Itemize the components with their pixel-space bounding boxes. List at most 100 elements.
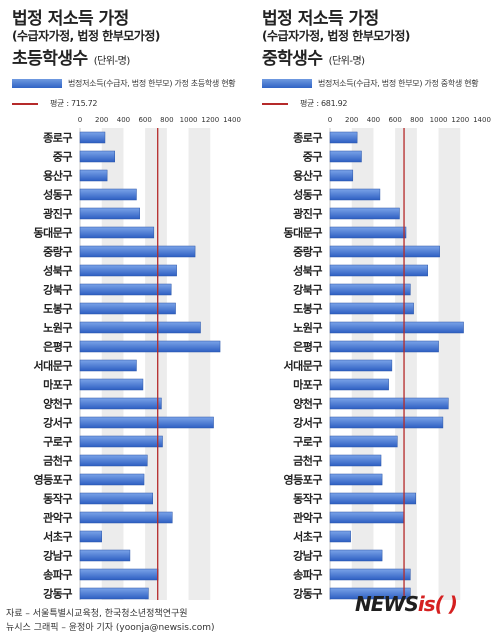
category-label: 강북구	[293, 283, 322, 297]
category-label: 동작구	[43, 492, 72, 506]
category-label: 강서구	[293, 416, 322, 430]
category-label: 영등포구	[284, 474, 323, 487]
grid-band	[145, 128, 167, 600]
category-label: 마포구	[43, 378, 72, 392]
data-bar	[79, 150, 115, 163]
x-tick-label: 0	[78, 116, 82, 124]
data-bar	[79, 283, 172, 296]
category-label: 동대문구	[284, 226, 323, 240]
chart-subtitle: (수급자가정, 법정 한부모가정)	[262, 29, 410, 43]
data-bar	[79, 169, 108, 182]
data-bar	[79, 340, 221, 353]
data-bar	[79, 397, 162, 410]
category-label: 종로구	[43, 132, 72, 145]
source-note: 자료 – 서울특별시교육청, 한국청소년정책연구원	[6, 609, 188, 619]
category-label: 용산구	[293, 169, 322, 183]
data-bar	[329, 264, 428, 277]
x-tick-label: 0	[328, 116, 332, 124]
category-label: 중구	[53, 151, 73, 164]
category-label: 송파구	[43, 568, 72, 582]
category-label: 동작구	[293, 492, 322, 506]
chart-title: 법정 저소득 가정	[262, 9, 379, 29]
category-label: 서대문구	[34, 359, 73, 373]
legend-line-swatch	[262, 102, 288, 105]
data-bar	[79, 549, 131, 562]
data-bar	[329, 416, 444, 429]
x-tick-label: 1200	[451, 116, 469, 124]
category-label: 동대문구	[34, 226, 73, 240]
category-label: 성동구	[43, 188, 72, 202]
data-bar	[329, 378, 389, 391]
category-label: 강동구	[293, 587, 322, 601]
x-tick-label: 600	[388, 116, 401, 124]
data-bar	[79, 302, 176, 315]
legend-line-swatch	[12, 102, 38, 105]
data-bar	[329, 283, 411, 296]
category-label: 마포구	[293, 378, 322, 392]
x-tick-label: 1400	[223, 116, 241, 124]
middle-chart-panel: 법정 저소득 가정 (수급자가정, 법정 한부모가정) 중학생수 (단위-명) 법…	[250, 0, 500, 600]
newsis-logo: NEWSis( )	[355, 592, 458, 616]
data-bar	[79, 321, 201, 334]
category-label: 노원구	[43, 321, 72, 335]
data-bar	[329, 226, 407, 239]
unit-label: (단위-명)	[93, 56, 131, 67]
chart-title-2: 중학생수 (단위-명)	[262, 49, 366, 69]
legend-bar-swatch	[12, 79, 62, 88]
category-label: 양천구	[43, 397, 72, 411]
x-tick-label: 800	[160, 116, 173, 124]
legend-average-entry: 평균 : 715.72	[12, 98, 98, 109]
category-label: 은평구	[43, 340, 72, 354]
data-bar	[79, 245, 196, 258]
category-label: 양천구	[293, 397, 322, 411]
legend-bar-entry: 법정저소득(수급자, 법정 한부모) 가정 초등학생 현황	[12, 78, 236, 89]
data-bar	[329, 131, 358, 144]
category-label: 강남구	[293, 549, 322, 563]
category-label: 구로구	[293, 436, 322, 449]
category-label: 서대문구	[284, 359, 323, 373]
category-label: 중구	[303, 151, 323, 164]
elementary-chart-panel: 법정 저소득 가정 (수급자가정, 법정 한부모가정) 초등학생수 (단위-명) …	[0, 0, 250, 600]
category-label: 종로구	[293, 132, 322, 145]
category-label: 서초구	[43, 530, 72, 544]
legend-bar-swatch	[262, 79, 312, 88]
category-label: 중랑구	[43, 246, 72, 259]
chart-subtitle: (수급자가정, 법정 한부모가정)	[12, 29, 160, 43]
data-bar	[79, 492, 153, 505]
data-bar	[79, 226, 155, 239]
grid-band	[188, 128, 211, 600]
data-bar	[329, 150, 362, 163]
x-tick-label: 200	[345, 116, 358, 124]
category-label: 중랑구	[293, 246, 322, 259]
data-bar	[329, 473, 383, 486]
category-label: 노원구	[293, 321, 322, 335]
x-tick-label: 400	[117, 116, 130, 124]
data-bar	[79, 207, 140, 220]
category-label: 성동구	[293, 188, 322, 202]
data-bar	[329, 169, 354, 182]
category-label: 강남구	[43, 549, 72, 563]
category-label: 용산구	[43, 169, 72, 183]
category-label: 강서구	[43, 416, 72, 430]
category-label: 도봉구	[43, 303, 72, 316]
data-bar	[329, 454, 382, 467]
data-bar	[329, 340, 439, 353]
x-tick-label: 200	[95, 116, 108, 124]
data-bar	[329, 245, 440, 258]
category-label: 관악구	[43, 511, 72, 525]
category-label: 송파구	[293, 568, 322, 582]
data-bar	[329, 207, 400, 220]
category-label: 도봉구	[293, 303, 322, 316]
x-tick-label: 1400	[473, 116, 491, 124]
category-label: 금천구	[293, 454, 322, 468]
data-bar	[329, 511, 405, 524]
x-tick-label: 1000	[180, 116, 198, 124]
data-bar	[79, 511, 173, 524]
data-bar	[329, 302, 414, 315]
x-tick-label: 400	[367, 116, 380, 124]
unit-label: (단위-명)	[328, 56, 366, 67]
data-bar	[79, 435, 163, 448]
data-bar	[329, 587, 411, 600]
category-label: 강동구	[43, 587, 72, 601]
legend-bar-entry: 법정저소득(수급자, 법정 한부모) 가정 중학생 현황	[262, 78, 479, 89]
